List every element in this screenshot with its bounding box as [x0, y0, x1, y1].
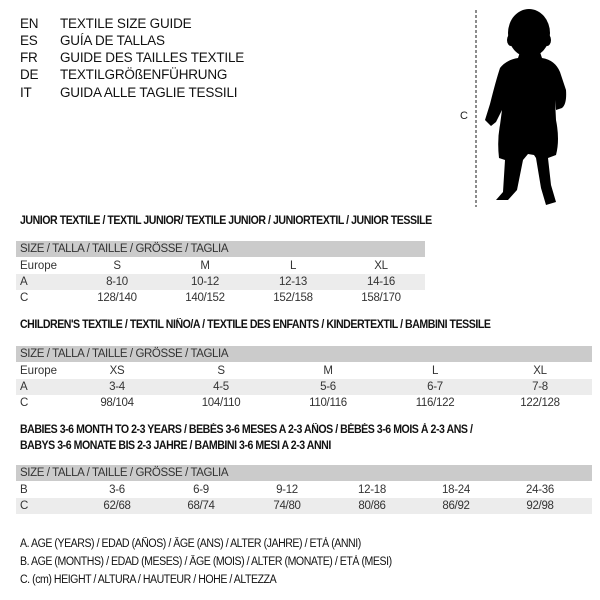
table-cell: 5-6 — [320, 381, 336, 393]
table-cell: 140/152 — [185, 292, 225, 304]
table-cell: 6-9 — [193, 484, 209, 496]
size-header: SIZE / TALLA / TAILLE / GRÖSSE / TAGLIA — [16, 241, 425, 257]
table-row: A 8-10 10-12 12-13 14-16 — [16, 274, 425, 290]
table-row: Europe XS S M L XL — [16, 363, 592, 379]
table-row: C 128/140 140/152 152/158 158/170 — [16, 290, 425, 306]
table-cell: XL — [374, 260, 388, 272]
table-row: A 3-4 4-5 5-6 6-7 7-8 — [16, 379, 592, 395]
row-label: C — [20, 500, 29, 512]
table-cell: S — [113, 260, 121, 272]
table-cell: L — [431, 365, 439, 377]
table-cell: 128/140 — [97, 292, 137, 304]
size-header: SIZE / TALLA / TAILLE / GRÖSSE / TAGLIA — [16, 346, 592, 362]
table-cell: M — [323, 365, 333, 377]
table-row: Europe S M L XL — [16, 258, 425, 274]
table-cell: 9-12 — [276, 484, 298, 496]
guide-title: TEXTILGRÖßENFÜHRUNG — [60, 67, 228, 82]
language-code: DE — [20, 67, 39, 82]
section-title: CHILDREN'S TEXTILE / TEXTIL NIÑO/A / TEX… — [20, 319, 491, 331]
table-cell: 86/92 — [442, 500, 470, 512]
table-row: B 3-6 6-9 9-12 12-18 18-24 24-36 — [16, 482, 592, 498]
table-cell: 74/80 — [273, 500, 301, 512]
language-code: EN — [20, 16, 39, 31]
row-label: A — [20, 276, 28, 288]
section-title: BABIES 3-6 MONTH TO 2-3 YEARS / BEBÉS 3-… — [20, 424, 473, 436]
table-cell: 14-16 — [367, 276, 395, 288]
table-cell: 152/158 — [273, 292, 313, 304]
table-cell: 8-10 — [106, 276, 128, 288]
section-title: BABYS 3-6 MONATE BIS 2-3 JAHRE / BAMBINI… — [20, 440, 331, 452]
table-cell: XS — [109, 365, 125, 377]
table-cell: 12-13 — [279, 276, 307, 288]
language-code: ES — [20, 33, 38, 48]
row-label: Europe — [20, 365, 58, 377]
legend-item: C. (cm) HEIGHT / ALTURA / HAUTEUR / HÖHE… — [20, 574, 277, 586]
language-code: FR — [20, 50, 38, 65]
table-cell: M — [200, 260, 210, 272]
table-cell: 3-4 — [109, 381, 125, 393]
table-cell: 18-24 — [442, 484, 470, 496]
size-table: SIZE / TALLA / TAILLE / GRÖSSE / TAGLIA E… — [16, 346, 592, 411]
row-label: B — [20, 484, 28, 496]
baby-silhouette-icon — [485, 9, 567, 205]
table-cell: 110/116 — [309, 397, 347, 409]
table-cell: 7-8 — [532, 381, 548, 393]
table-cell: 92/98 — [526, 500, 554, 512]
guide-title: GUÍA DE TALLAS — [60, 33, 165, 48]
table-cell: S — [217, 365, 225, 377]
table-cell: 158/170 — [361, 292, 401, 304]
height-measure-label: C — [460, 110, 468, 122]
language-code: IT — [20, 85, 32, 100]
legend-item: A. AGE (YEARS) / EDAD (AÑOS) / ÂGE (ANS)… — [20, 538, 361, 550]
table-cell: 10-12 — [191, 276, 219, 288]
table-row: C 62/68 68/74 74/80 80/86 86/92 92/98 — [16, 498, 592, 514]
row-label: C — [20, 397, 29, 409]
table-cell: 122/128 — [520, 397, 560, 409]
baby-silhouette-figure: C — [460, 9, 567, 207]
table-cell: 80/86 — [358, 500, 386, 512]
table-cell: 24-36 — [526, 484, 554, 496]
section-title: JUNIOR TEXTILE / TEXTIL JUNIOR/ TEXTILE … — [20, 215, 432, 227]
table-cell: L — [289, 260, 297, 272]
size-table: SIZE / TALLA / TAILLE / GRÖSSE / TAGLIA E… — [16, 241, 425, 306]
guide-title: GUIDA ALLE TAGLIE TESSILI — [60, 85, 238, 100]
size-header: SIZE / TALLA / TAILLE / GRÖSSE / TAGLIA — [16, 465, 592, 481]
legend-item: B. AGE (MONTHS) / EDAD (MESES) / ÂGE (MO… — [20, 556, 392, 568]
table-cell: 98/104 — [100, 397, 134, 409]
table-cell: 62/68 — [103, 500, 131, 512]
table-cell: 104/110 — [201, 397, 241, 409]
row-label: A — [20, 381, 28, 393]
table-cell: 3-6 — [109, 484, 125, 496]
table-cell: 4-5 — [213, 381, 229, 393]
table-cell: 68/74 — [187, 500, 215, 512]
table-row: C 98/104 104/110 110/116 116/122 122/128 — [16, 395, 592, 411]
row-label: C — [20, 292, 29, 304]
row-label: Europe — [20, 260, 58, 272]
guide-title: TEXTILE SIZE GUIDE — [60, 16, 192, 31]
size-table: SIZE / TALLA / TAILLE / GRÖSSE / TAGLIA B… — [16, 465, 592, 514]
table-cell: 12-18 — [358, 484, 386, 496]
guide-title: GUIDE DES TAILLES TEXTILE — [60, 50, 245, 65]
table-cell: XL — [533, 365, 547, 377]
table-cell: 6-7 — [427, 381, 443, 393]
table-cell: 116/122 — [415, 397, 455, 409]
